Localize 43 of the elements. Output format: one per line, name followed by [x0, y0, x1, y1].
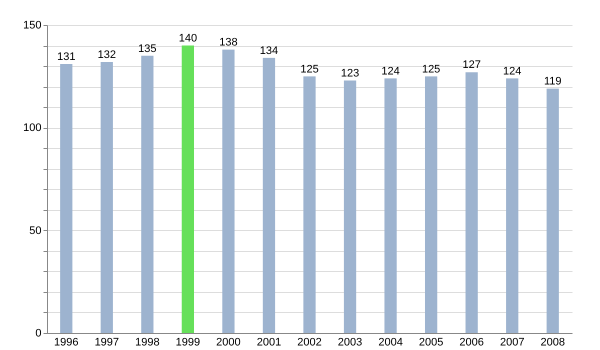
x-tick-label: 2004 — [378, 336, 403, 348]
bar — [506, 78, 518, 333]
bar — [303, 76, 316, 333]
bar — [60, 64, 72, 333]
data-label: 123 — [340, 67, 360, 80]
bar — [384, 78, 397, 333]
data-label: 124 — [381, 65, 400, 78]
data-label: 134 — [260, 44, 278, 57]
x-tick-label: 2008 — [540, 336, 565, 348]
bar — [262, 58, 276, 333]
x-tick-label: 2007 — [500, 336, 524, 348]
bar — [182, 46, 194, 333]
data-label: 138 — [219, 36, 238, 49]
data-label: 125 — [422, 63, 440, 76]
y-tick-label: 150 — [23, 20, 42, 32]
data-label: 119 — [544, 76, 562, 88]
x-tick-label: 2005 — [418, 336, 444, 348]
y-tick-label: 100 — [23, 122, 42, 134]
data-label: 140 — [178, 32, 198, 45]
y-tick-label: 0 — [35, 328, 42, 340]
data-label: 131 — [57, 51, 76, 64]
bar — [141, 56, 154, 333]
data-label: 132 — [98, 48, 116, 61]
bar — [546, 88, 559, 333]
bar — [222, 50, 235, 333]
x-tick-label: 2003 — [338, 336, 362, 348]
data-label: 127 — [462, 59, 481, 72]
y-tick-label: 50 — [29, 224, 42, 237]
x-tick-label: 1998 — [135, 336, 160, 348]
bar — [424, 76, 438, 333]
bar — [100, 62, 113, 333]
data-label: 124 — [503, 65, 522, 78]
data-label: 135 — [138, 42, 157, 55]
x-tick-label: 2002 — [297, 336, 322, 348]
data-label: 125 — [300, 63, 319, 76]
x-tick-label: 1999 — [176, 336, 200, 348]
x-tick-label: 1996 — [54, 336, 78, 348]
bar — [466, 72, 478, 333]
x-tick-label: 1997 — [94, 336, 120, 348]
x-tick-label: 2000 — [216, 336, 241, 348]
x-tick-label: 2001 — [256, 336, 282, 348]
bar — [344, 80, 356, 333]
x-tick-label: 2006 — [459, 336, 484, 348]
